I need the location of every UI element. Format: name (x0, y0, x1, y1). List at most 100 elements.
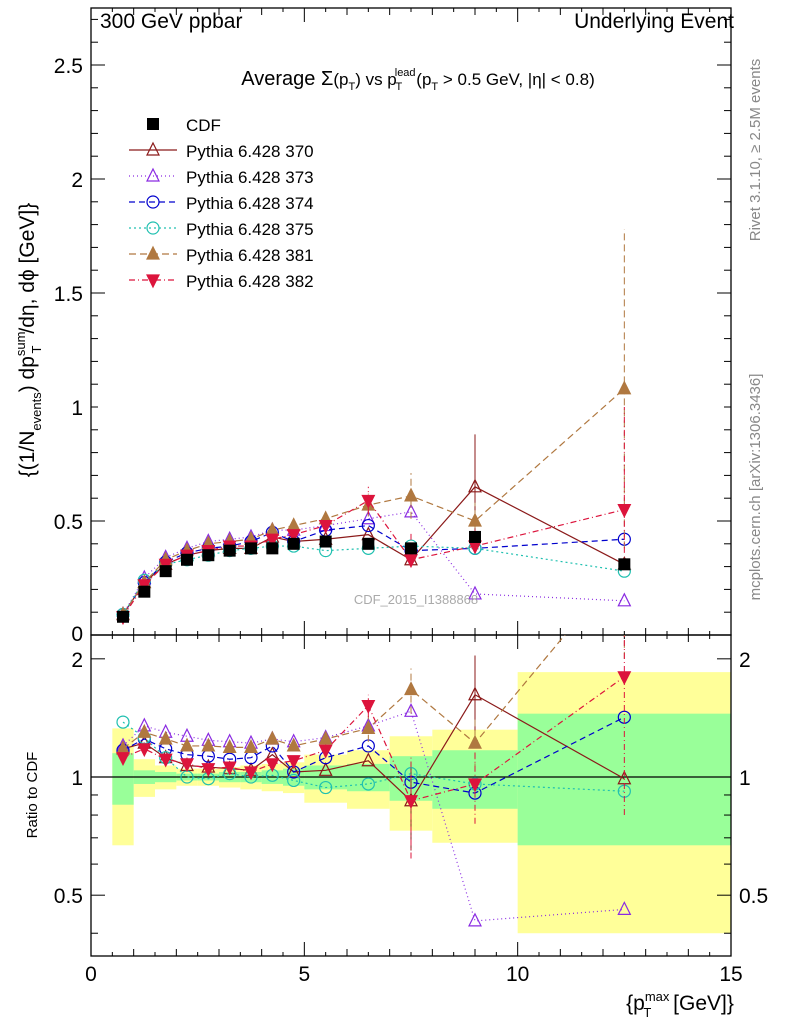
ratio-pythia-6-428-382-point (116, 752, 130, 767)
main-y-tick-label-zero: 0 (71, 623, 83, 646)
rivet-version-text: Rivet 3.1.10, ≥ 2.5M events (747, 59, 764, 242)
x-tick-label: 10 (506, 963, 529, 986)
ratio-pythia-6-428-381-point (361, 720, 376, 734)
legend-pythia-6-428-382-marker (146, 274, 160, 289)
ratio-pythia-6-428-373-line (122, 710, 625, 922)
xlabel-unit: [GeV]} (667, 992, 734, 1015)
ratio-pythia-6-428-381-point (158, 730, 173, 745)
mcplots-reference-text: mcplots.cern.ch [arXiv:1306.3436] (747, 374, 764, 601)
ratio-pythia-6-428-382-point (286, 755, 301, 770)
main-pythia-6-428-382-point (318, 519, 333, 534)
ratio-pythia-6-428-382-point (244, 766, 258, 781)
ratio-y-tick-label: 0.5 (54, 885, 83, 908)
ylabel-part1: {(1/N (16, 431, 39, 478)
ratio-pythia-6-428-381-point (244, 739, 258, 753)
legend-pythia-6-428-381-label: Pythia 6.428 381 (186, 246, 314, 265)
ratio-pythia-6-428-381-point (318, 730, 333, 745)
legend: CDF Pythia 6.428 370 Pythia 6.428 373 Pythi… (129, 116, 314, 291)
ylabel-part3: /dη, dϕ [GeV]} (16, 203, 39, 334)
legend-pythia-6-428-382-label: Pythia 6.428 382 (186, 272, 314, 291)
x-tick-label: 5 (298, 963, 310, 986)
ylabel-t-sub: T (29, 346, 44, 354)
main-pythia-6-428-381-point (468, 512, 482, 527)
main-pythia-6-428-382-point (617, 504, 632, 518)
ratio-pythia-6-428-382-point (137, 743, 152, 758)
legend-pythia-6-428-370-label: Pythia 6.428 370 (186, 142, 314, 161)
main-pythia-6-428-382-point (361, 494, 376, 509)
ratio-pythia-6-428-381-line (122, 635, 566, 750)
main-pythia-6-428-382-point (286, 529, 301, 544)
ratio-y-tick-label-right: 1 (739, 767, 751, 790)
title-lead-sup: lead (395, 67, 416, 79)
ratio-pythia-6-428-382-point (404, 795, 418, 810)
ratio-y-axis-label: Ratio to CDF (24, 752, 41, 839)
main-cdf-point (362, 537, 375, 550)
ratio-y-tick-label-right: 2 (739, 649, 751, 672)
ratio-pythia-6-428-373-point (468, 912, 482, 927)
main-plot-frame: 0.5 1 1.5 2 2.5 0 (54, 7, 732, 646)
ratio-pythia-6-428-381-point (404, 681, 418, 696)
x-tick-label: 15 (719, 963, 742, 986)
x-axis-label: {pmax T [GeV]} (626, 989, 734, 1020)
title-lead-sub: T (396, 81, 403, 93)
ratio-pythia-6-428-381-point (180, 737, 194, 752)
ratio-uncertainty-bands (112, 672, 731, 934)
main-series-group (116, 229, 632, 626)
ratio-pythia-6-428-375-point (116, 715, 130, 729)
main-cdf-point (266, 542, 279, 555)
ratio-pythia-6-428-382-point (158, 753, 173, 768)
legend-cdf-label: CDF (186, 116, 221, 135)
title-pt-sub: T (348, 81, 355, 93)
ratio-pythia-6-428-382-point (265, 758, 280, 773)
main-pythia-6-428-381-point (286, 517, 301, 532)
main-y-tick-label: 1.5 (54, 283, 83, 306)
ratio-pythia-6-428-381 (116, 635, 625, 771)
ratio-y-tick-label-right: 0.5 (739, 885, 768, 908)
main-y-tick-label: 1 (71, 397, 83, 420)
header-left: 300 GeV ppbar (100, 10, 242, 33)
legend-pythia-6-428-375-marker (146, 221, 160, 235)
ratio-y-tick-label: 1 (71, 767, 83, 790)
ratio-pythia-6-428-370-point (318, 761, 333, 776)
xlabel-open: {p (626, 992, 645, 1015)
main-pythia-6-428-381-point (404, 487, 418, 502)
main-y-tick-label: 0.5 (54, 511, 83, 534)
title-sigma: Σ (321, 68, 333, 90)
green-band-bin (112, 753, 134, 805)
ratio-pythia-6-428-370-point (468, 686, 482, 701)
ratio-pythia-6-428-370-point (361, 752, 376, 767)
main-pythia-6-428-381-point (617, 380, 632, 395)
ylabel-part2: ) dp (16, 356, 39, 392)
title-average: Average (241, 68, 321, 90)
main-pythia-6-428-375 (116, 539, 631, 622)
ratio-pythia-6-428-375 (116, 715, 631, 798)
title-cut-sub: T (431, 81, 438, 93)
ratio-pythia-6-428-375-point (319, 780, 333, 795)
ratio-pythia-6-428-381-point (265, 730, 280, 745)
title-vs: ) vs p (355, 70, 397, 89)
ratio-pythia-6-428-382-point (318, 744, 333, 759)
ratio-pythia-6-428-382-line (122, 676, 625, 802)
main-pythia-6-428-381-line (122, 388, 625, 615)
ratio-pythia-6-428-374-line (122, 716, 625, 794)
main-pythia-6-428-373-point (617, 592, 632, 607)
ratio-pythia-6-428-381-point (222, 739, 237, 753)
ratio-pythia-6-428-375-point (287, 773, 301, 788)
legend-pythia-6-428-370-marker (146, 141, 160, 156)
main-cdf-point (117, 610, 129, 623)
main-pythia-6-428-382-point (265, 533, 280, 548)
ratio-plot-frame: 0.5 0.5 1 1 2 2 0 5 10 15 (54, 634, 768, 986)
legend-pythia-6-428-381-marker (146, 245, 160, 260)
ratio-pythia-6-428-381-point (201, 737, 216, 752)
ratio-pythia-6-428-382-point (361, 700, 376, 714)
ratio-pythia-6-428-381-point (468, 734, 482, 749)
main-y-tick-label: 2.5 (54, 55, 83, 78)
main-cdf-point (287, 537, 300, 550)
ratio-pythia-6-428-382-point (180, 758, 194, 773)
xlabel-t-sub: T (643, 1005, 651, 1020)
main-pythia-6-428-381-point (265, 521, 280, 536)
main-cdf-point (223, 544, 236, 557)
main-cdf (117, 530, 631, 623)
ratio-pythia-6-428-382-point (201, 763, 216, 778)
